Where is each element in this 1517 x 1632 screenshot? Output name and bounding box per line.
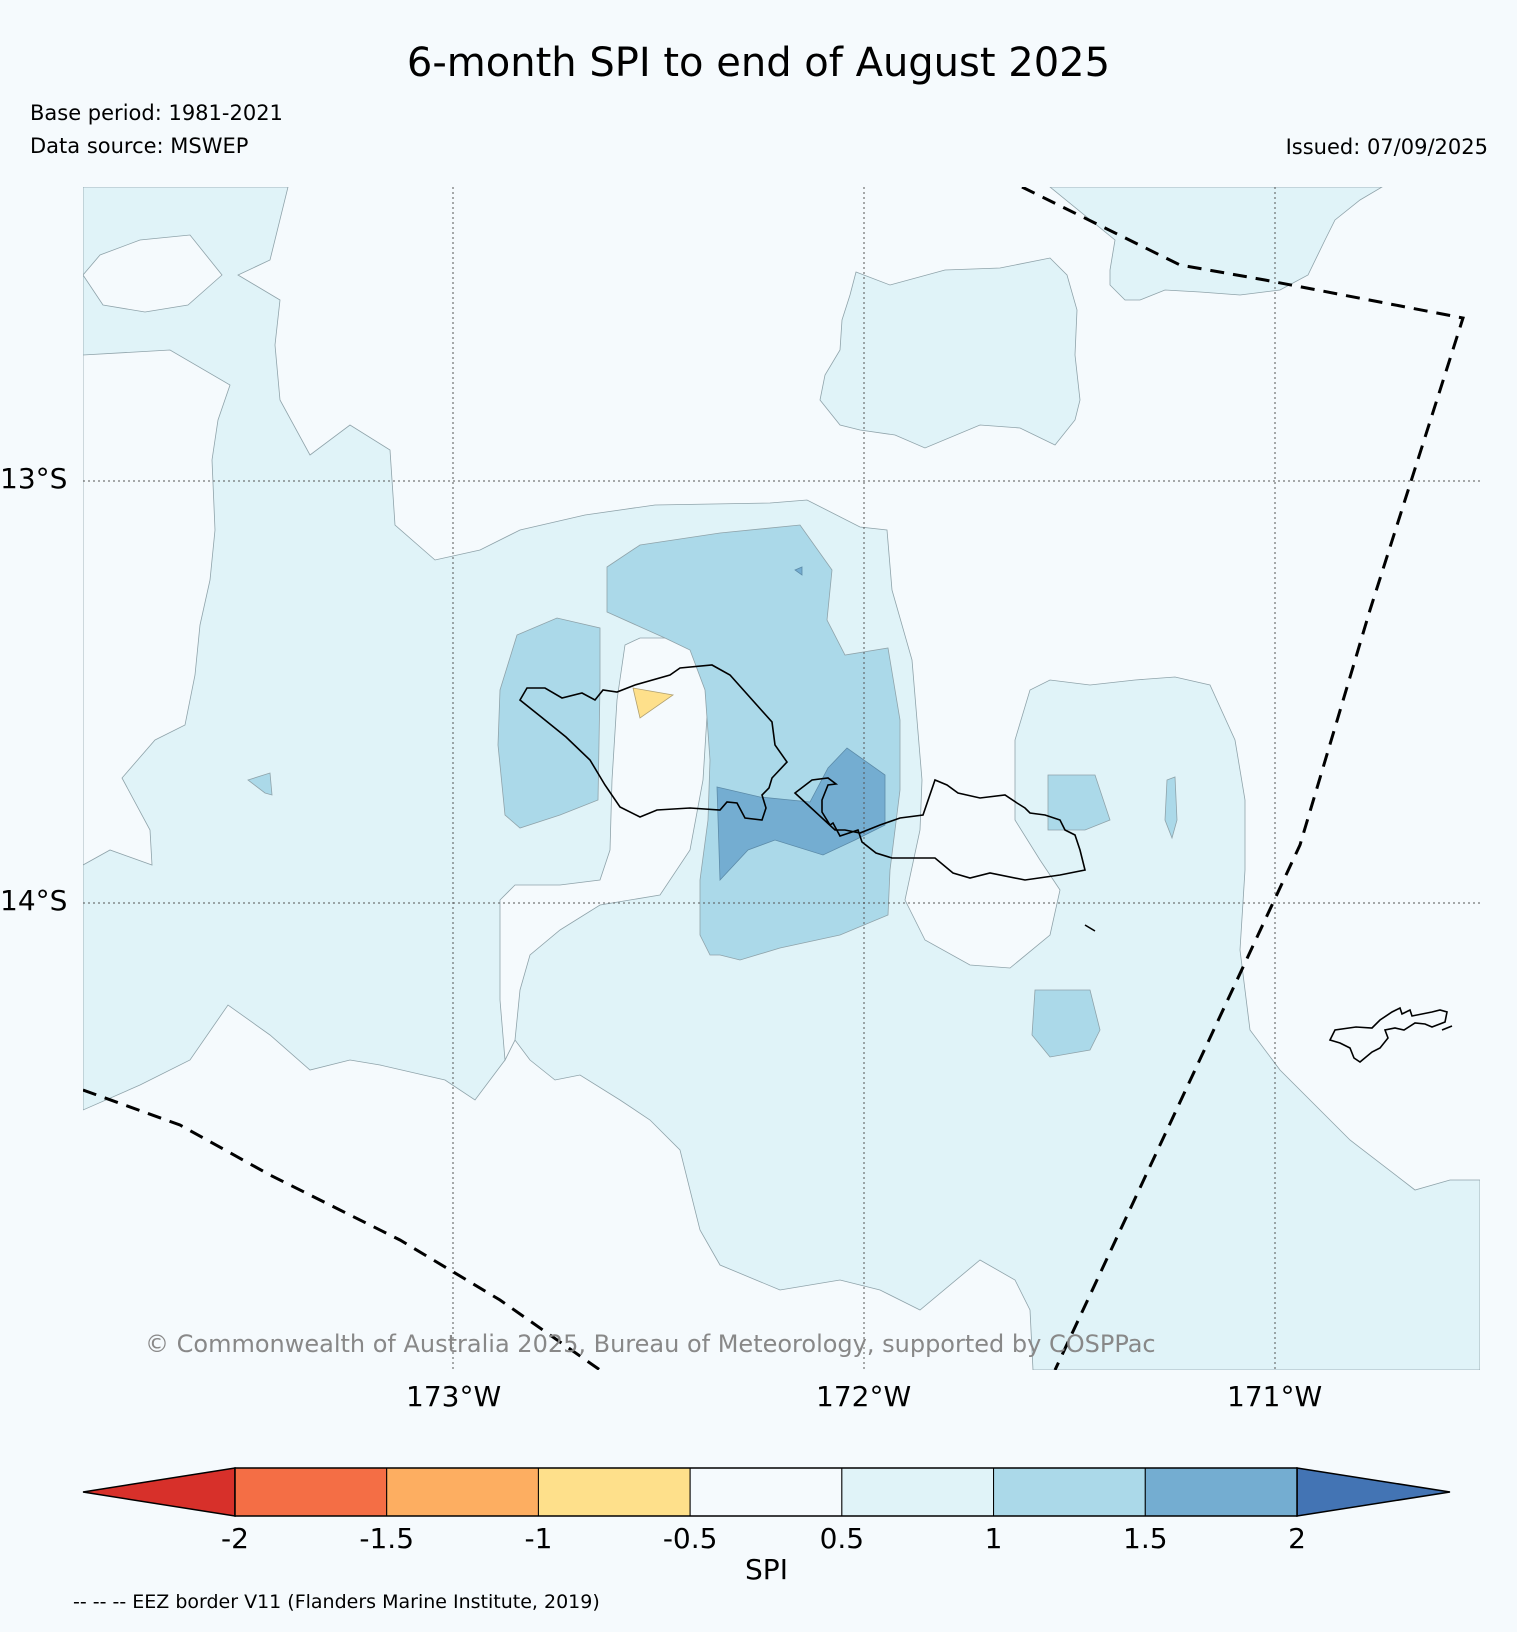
colorbar-high-extension — [1296, 1467, 1451, 1517]
colorbar — [82, 1467, 1451, 1517]
upolu-coast — [518, 664, 789, 821]
graticule — [83, 187, 1480, 1370]
eez-footnote: -- -- -- EEZ border V11 (Flanders Marine… — [73, 1591, 600, 1613]
eez-borders — [83, 187, 1465, 1370]
copyright-notice: © Commonwealth of Australia 2025, Bureau… — [145, 1330, 1156, 1358]
colorbar-label: SPI — [745, 1553, 788, 1586]
colorbar-cell — [234, 1467, 388, 1517]
lon-label-172w: 172°W — [816, 1380, 912, 1413]
issued-date: Issued: 07/09/2025 — [1285, 135, 1488, 159]
lat-label-14s: 14°S — [0, 884, 68, 917]
colorbar-cell — [689, 1467, 843, 1517]
map-title: 6-month SPI to end of August 2025 — [406, 40, 1111, 86]
lat-label-13s: 13°S — [0, 462, 68, 495]
colorbar-tick-label: -1 — [524, 1522, 553, 1555]
colorbar-cell — [1144, 1467, 1298, 1517]
colorbar-tick-label: 0.5 — [819, 1522, 865, 1555]
colorbar-low-extension — [82, 1467, 236, 1517]
lon-label-173w: 173°W — [406, 1380, 502, 1413]
tutuila-coast — [1328, 1006, 1448, 1063]
spi-dry-patch — [632, 687, 675, 719]
map-panel — [83, 187, 1480, 1370]
savaii-coast — [793, 777, 1086, 881]
spi-1.5-2-region — [716, 747, 886, 881]
colorbar-cell — [993, 1467, 1146, 1517]
colorbar-tick-label: -1.5 — [359, 1522, 415, 1555]
base-period: Base period: 1981-2021 — [30, 101, 283, 125]
lon-label-171w: 171°W — [1227, 1380, 1323, 1413]
colorbar-tick-label: 1.5 — [1123, 1522, 1168, 1555]
colorbar-cell — [537, 1467, 691, 1517]
colorbar-tick-label: 1 — [984, 1522, 1003, 1555]
colorbar-cell — [841, 1467, 995, 1517]
colorbar-tick-label: 2 — [1288, 1522, 1306, 1555]
colorbar-cell — [386, 1467, 539, 1517]
coastlines — [518, 664, 1453, 1063]
colorbar-tick-label: -0.5 — [662, 1522, 718, 1555]
data-source: Data source: MSWEP — [30, 134, 249, 158]
colorbar-tick-label: -2 — [221, 1522, 249, 1555]
